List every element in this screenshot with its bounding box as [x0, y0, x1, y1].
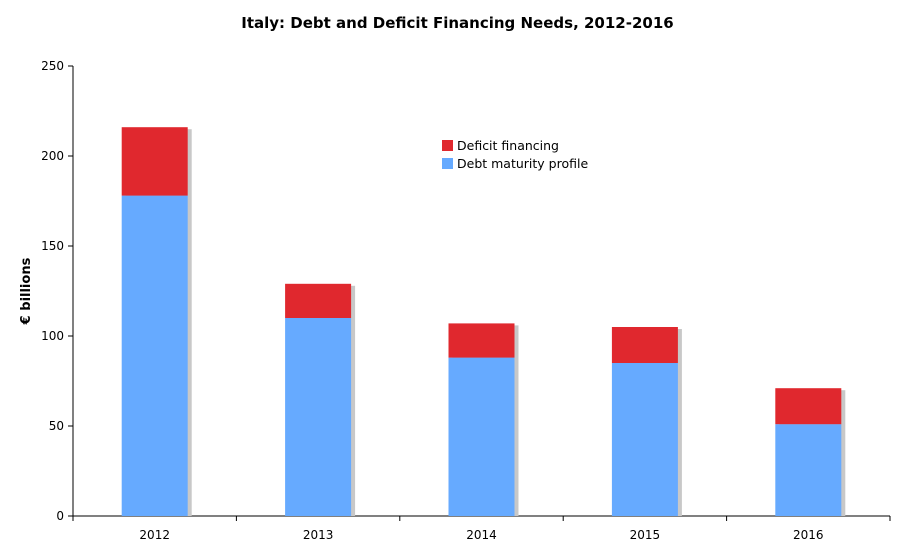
bar-deficit-financing-2016 [775, 388, 842, 425]
legend-swatch [442, 140, 453, 151]
legend-label: Deficit financing [457, 138, 559, 153]
y-tick-label: 0 [56, 509, 64, 523]
bar-deficit-financing-2014 [448, 323, 515, 358]
y-tick-label: 250 [41, 59, 64, 73]
legend-label: Debt maturity profile [457, 156, 588, 171]
y-tick-label: 200 [41, 149, 64, 163]
bar-debt-maturity-profile-2012 [121, 195, 188, 516]
x-tick-label: 2015 [630, 528, 661, 542]
bar-debt-maturity-profile-2016 [775, 424, 842, 516]
y-axis-title: € billions [19, 257, 34, 325]
bar-deficit-financing-2012 [121, 127, 188, 196]
bar-debt-maturity-profile-2015 [611, 363, 678, 516]
bars [121, 127, 846, 516]
x-tick-label: 2014 [466, 528, 497, 542]
x-tick-label: 2016 [793, 528, 824, 542]
y-tick-label: 100 [41, 329, 64, 343]
bar-debt-maturity-profile-2014 [448, 357, 515, 516]
chart-title: Italy: Debt and Deficit Financing Needs,… [241, 14, 674, 32]
legend-swatch [442, 158, 453, 169]
bar-deficit-financing-2015 [611, 327, 678, 363]
bar-deficit-financing-2013 [285, 283, 352, 318]
bar-debt-maturity-profile-2013 [285, 318, 352, 516]
y-tick-label: 50 [49, 419, 64, 433]
x-tick-label: 2013 [303, 528, 334, 542]
y-tick-label: 150 [41, 239, 64, 253]
x-tick-label: 2012 [139, 528, 170, 542]
legend: Deficit financing Debt maturity profile [442, 138, 588, 171]
